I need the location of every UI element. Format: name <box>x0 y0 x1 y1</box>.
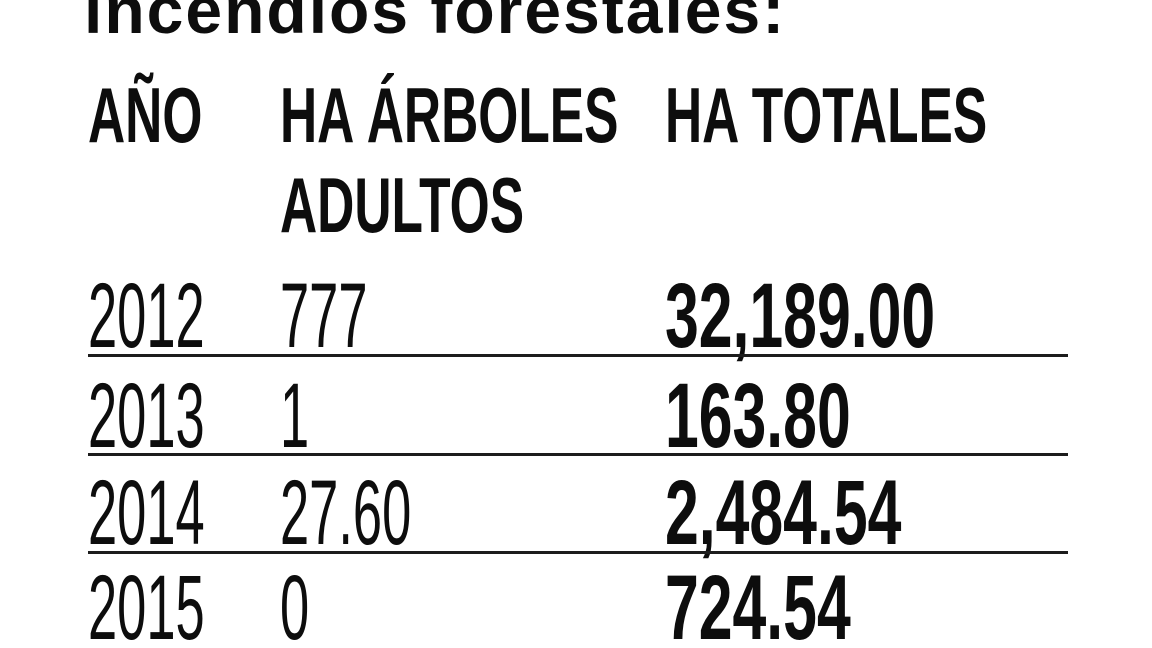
row-divider <box>88 551 1068 554</box>
cell-year: 2015 <box>88 557 205 648</box>
cell-ha-arboles: 0 <box>280 557 310 648</box>
column-header-ha-arboles-line2: ADULTOS <box>280 161 525 249</box>
row-divider <box>88 354 1068 357</box>
cell-year: 2013 <box>88 365 205 467</box>
column-header-ha-arboles-line1: HA ÁRBOLES <box>280 71 619 159</box>
cell-year: 2012 <box>88 265 205 367</box>
cell-ha-totales: 163.80 <box>665 365 851 467</box>
cell-ha-arboles: 777 <box>280 265 368 367</box>
cell-ha-arboles: 1 <box>280 365 310 467</box>
cell-ha-totales: 724.54 <box>665 557 851 648</box>
cell-year: 2014 <box>88 462 205 564</box>
cell-ha-arboles: 27.60 <box>280 462 412 564</box>
column-header-ha-totales: HA TOTALES <box>665 71 988 159</box>
cell-ha-totales: 2,484.54 <box>665 462 902 564</box>
chart-title: incendios forestales: <box>84 0 787 47</box>
cell-ha-totales: 32,189.00 <box>665 265 936 367</box>
row-divider <box>88 453 1068 456</box>
column-header-ano: AÑO <box>88 71 203 159</box>
